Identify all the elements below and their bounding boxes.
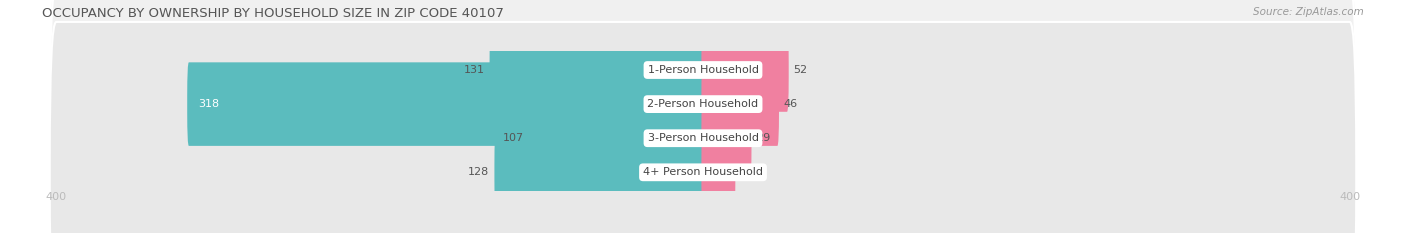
Text: 128: 128 [468, 167, 489, 177]
Text: 318: 318 [198, 99, 219, 109]
Text: 46: 46 [785, 99, 799, 109]
FancyBboxPatch shape [49, 0, 1357, 233]
FancyBboxPatch shape [489, 28, 704, 112]
Text: 29: 29 [756, 133, 770, 143]
FancyBboxPatch shape [702, 62, 779, 146]
FancyBboxPatch shape [495, 130, 704, 214]
FancyBboxPatch shape [49, 22, 1357, 233]
Text: 131: 131 [464, 65, 485, 75]
FancyBboxPatch shape [49, 0, 1357, 233]
Text: OCCUPANCY BY OWNERSHIP BY HOUSEHOLD SIZE IN ZIP CODE 40107: OCCUPANCY BY OWNERSHIP BY HOUSEHOLD SIZE… [42, 7, 505, 20]
FancyBboxPatch shape [702, 28, 789, 112]
Text: 2-Person Household: 2-Person Household [647, 99, 759, 109]
FancyBboxPatch shape [529, 96, 704, 180]
Text: 3-Person Household: 3-Person Household [648, 133, 758, 143]
FancyBboxPatch shape [49, 0, 1357, 220]
FancyBboxPatch shape [702, 130, 735, 214]
FancyBboxPatch shape [187, 62, 704, 146]
Text: 19: 19 [740, 167, 754, 177]
Text: 4+ Person Household: 4+ Person Household [643, 167, 763, 177]
Text: 52: 52 [793, 65, 807, 75]
Text: Source: ZipAtlas.com: Source: ZipAtlas.com [1253, 7, 1364, 17]
Text: 1-Person Household: 1-Person Household [648, 65, 758, 75]
FancyBboxPatch shape [702, 96, 752, 180]
Text: 107: 107 [502, 133, 523, 143]
